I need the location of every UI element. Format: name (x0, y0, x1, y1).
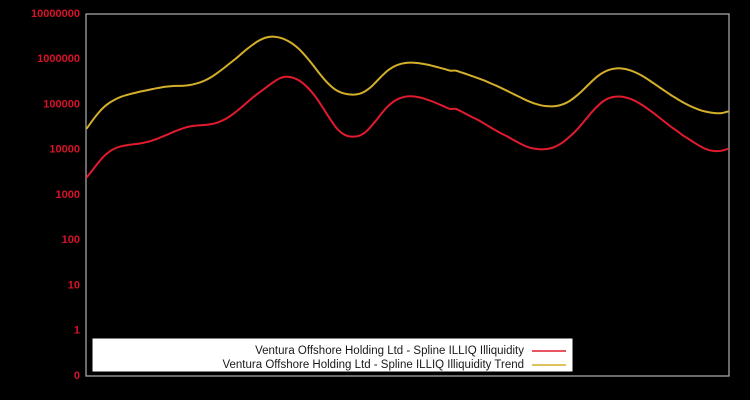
y-axis-tick-label: 10 (68, 279, 80, 291)
y-axis-tick-label: 1000000 (37, 53, 80, 65)
data-series-group (86, 35, 729, 178)
legend-label: Ventura Offshore Holding Ltd - Spline IL… (222, 359, 524, 371)
y-axis-tick-label: 10000 (49, 144, 80, 156)
legend-background (92, 338, 573, 372)
y-axis-tick-label: 1 (74, 325, 80, 337)
y-axis-tick-label: 100000 (43, 98, 80, 110)
y-axis-tick-label: 0 (74, 370, 80, 382)
y-axis-tick-label: 100 (62, 234, 80, 246)
legend-label: Ventura Offshore Holding Ltd - Spline IL… (255, 345, 524, 357)
series-line-illiquidity (86, 75, 729, 178)
plot-area-border (85, 13, 730, 377)
chart-legend[interactable]: Ventura Offshore Holding Ltd - Spline IL… (92, 338, 573, 372)
y-axis-tick-label: 10000000 (31, 8, 80, 20)
y-axis-tick-label: 1000 (56, 189, 80, 201)
series-line-illiquidity-trend (86, 35, 729, 130)
